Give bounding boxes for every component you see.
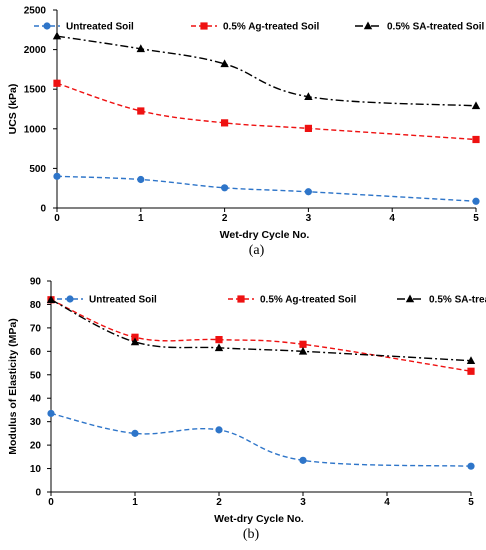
x-tick-label: 3: [300, 497, 306, 508]
y-tick-label: 2500: [24, 6, 47, 17]
x-tick-label: 2: [222, 213, 228, 224]
data-point: [472, 197, 480, 205]
y-tick-label: 50: [30, 370, 42, 381]
data-point: [221, 119, 229, 127]
data-point: [136, 44, 145, 53]
data-point: [215, 336, 223, 344]
data-point: [471, 101, 481, 110]
series-line-1: [50, 299, 472, 372]
data-point: [298, 346, 308, 355]
y-axis-label: Modulus of Elasticity (MPa): [7, 318, 19, 455]
y-tick-label: 10: [30, 464, 42, 475]
legend-marker: [66, 295, 74, 303]
data-point: [304, 92, 313, 101]
x-tick-label: 4: [384, 497, 390, 508]
chart-panel-a: 0 1 2 3 4 5 0 500 1000 1500 2000 2500 Wet-dry Cycle …: [7, 6, 485, 259]
x-tick-label: 0: [54, 213, 60, 224]
data-point: [221, 184, 229, 192]
y-tick-label: 90: [30, 277, 42, 288]
legend-label: 0.5% Ag-treated Soil: [260, 295, 357, 306]
data-point: [215, 426, 223, 434]
data-point: [137, 175, 145, 184]
series-line-1: [56, 82, 477, 141]
y-tick-label: 0: [40, 204, 46, 215]
data-point: [304, 124, 312, 133]
x-axis-label: Wet-dry Cycle No.: [220, 229, 310, 241]
data-point: [304, 188, 312, 196]
x-tick-label: 1: [138, 213, 144, 224]
series-line-2: [50, 299, 472, 362]
data-point: [53, 172, 61, 180]
data-point: [467, 367, 475, 375]
legend-label: Untreated Soil: [89, 295, 157, 306]
data-point: [299, 340, 307, 348]
data-point: [131, 429, 139, 437]
y-tick-label: 60: [30, 347, 42, 358]
y-tick-label: 70: [30, 323, 42, 334]
x-tick-label: 0: [48, 497, 54, 508]
data-point: [299, 456, 307, 464]
figure-caption: (a): [249, 243, 265, 258]
series-line-2: [56, 35, 477, 107]
x-tick-label: 4: [389, 213, 395, 224]
data-point: [472, 135, 480, 144]
x-tick-label: 1: [132, 497, 138, 508]
data-point: [214, 343, 224, 352]
y-tick-label: 1500: [24, 85, 47, 96]
y-tick-label: 2000: [24, 45, 47, 56]
data-point: [130, 337, 140, 346]
data-point: [52, 31, 62, 40]
series-line-0: [56, 175, 477, 202]
data-point: [220, 59, 229, 68]
data-point: [53, 79, 61, 87]
x-tick-label: 5: [473, 213, 479, 224]
legend-label: 0.5% SA-treated Soil: [387, 22, 484, 33]
legend-marker: [43, 22, 51, 30]
x-tick-label: 5: [468, 497, 474, 508]
figure-caption: (b): [243, 527, 260, 542]
data-point: [47, 409, 55, 418]
legend-label: 0.5% Ag-treated Soil: [223, 22, 320, 33]
y-tick-label: 40: [30, 394, 42, 405]
y-tick-label: 20: [30, 441, 42, 452]
data-point: [467, 462, 475, 470]
legend-label: 0.5% SA-treated Soil: [429, 295, 486, 306]
data-point: [46, 295, 56, 304]
series-line-0: [50, 412, 472, 467]
legend-marker: [200, 22, 208, 30]
y-tick-label: 80: [30, 300, 42, 311]
legend-marker: [405, 294, 415, 303]
data-point: [466, 356, 476, 365]
x-axis-label: Wet-dry Cycle No.: [214, 513, 304, 525]
legend-marker: [237, 295, 245, 303]
x-tick-label: 2: [216, 497, 222, 508]
legend-marker: [363, 21, 373, 30]
legend-label: Untreated Soil: [66, 22, 134, 33]
data-point: [137, 107, 145, 115]
y-tick-label: 500: [29, 164, 46, 175]
y-tick-label: 30: [30, 417, 42, 428]
data-point: [131, 333, 139, 341]
y-tick-label: 1000: [24, 124, 47, 135]
y-tick-label: 0: [35, 488, 41, 499]
y-axis-label: UCS (kPa): [7, 84, 19, 135]
x-tick-label: 3: [306, 213, 312, 224]
